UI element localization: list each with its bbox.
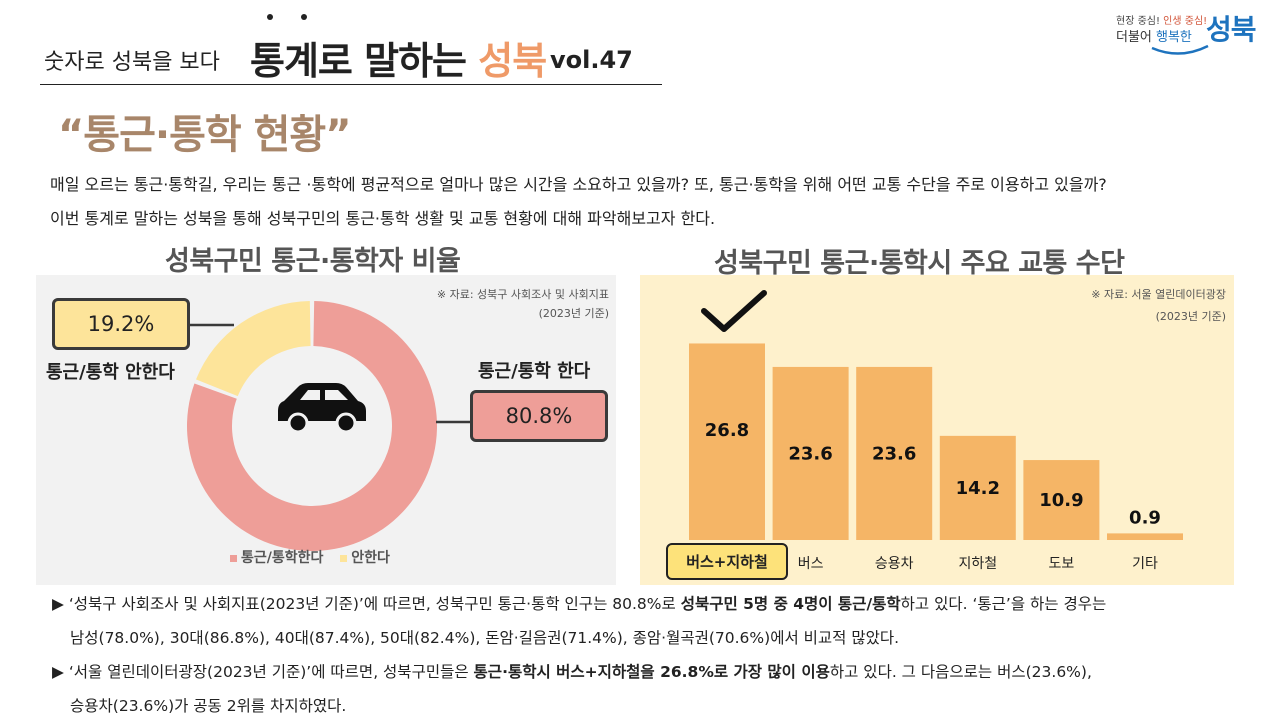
logo-slogan-1: 현장 중심! [1116,16,1160,27]
donut-slice-1 [196,301,311,397]
bottom-line-3b: 통근·통학시 버스+지하철을 26.8%로 가장 많이 이용 [473,663,830,681]
right-section-title: 성북구민 통근·통학시 주요 교통 수단 [714,248,1125,279]
header-title-accent: 성북 [478,39,547,83]
value-box-yes: 80.8% [470,390,608,442]
bar-category-5: 기타 [1132,556,1158,572]
legend-item-no: 안한다 [340,550,390,566]
bottom-line-3c: 하고 있다. 그 다음으로는 버스(23.6%), [829,663,1092,681]
bar-value-3: 14.2 [956,478,1000,499]
donut-chart [186,301,472,551]
right-source-line-1: ※ 자료: 서울 열린데이터광장 [1091,288,1226,301]
bar-value-4: 10.9 [1039,490,1083,511]
header-volume: vol.47 [550,46,633,74]
logo-slogan: 현장 중심! 인생 중심! [1116,12,1207,27]
page-title: “통근·통학 현황” [58,112,351,158]
header-title-main: 통계로 말하는 [250,39,479,83]
intro-line-1: 매일 오르는 통근·통학길, 우리는 통근 ·통학에 평균적으로 얼마나 많은 … [50,175,1107,194]
logo-name: 성북 [1206,13,1257,46]
donut-slice-0 [186,301,437,551]
label-yes: 통근/통학 한다 [478,361,591,382]
bar-value-1: 23.6 [788,443,832,464]
bar-2 [856,366,933,540]
logo-swoosh-icon [1151,44,1209,55]
left-section-title: 성북구민 통근·통학자 비율 [165,246,461,277]
logo-text-2: 행복한 [1156,30,1192,45]
logo-slogan-2: 인생 중심! [1160,16,1208,27]
bar-value-0: 26.8 [705,420,749,441]
bar-1 [772,366,849,540]
emphasis-dots [265,14,325,24]
car-icon [278,383,366,434]
left-source-line-1: ※ 자료: 성북구 사회조사 및 사회지표 [436,288,609,301]
bottom-line-2: 남성(78.0%), 30대(86.8%), 40대(87.4%), 50대(8… [70,629,900,647]
header-divider [40,84,662,85]
bar-category-4: 도보 [1049,556,1075,572]
bar-3 [939,435,1016,540]
header-title: 통계로 말하는 성북 [250,30,547,85]
bottom-line-1b: 성북구민 5명 중 4명이 통근/통학 [680,595,901,613]
logo-text: 더불어 행복한 [1116,26,1192,45]
bar-0 [689,343,765,540]
logo-text-1: 더불어 [1116,30,1157,45]
legend-label-no: 안한다 [351,550,390,566]
legend-item-yes: 통근/통학한다 [230,550,323,566]
intro-line-2: 이번 통계로 말하는 성북을 통해 성북구민의 통근·통학 생활 및 교통 현황… [50,209,716,228]
donut-legend: 통근/통학한다 안한다 [230,547,390,567]
bottom-line-4: 승용차(23.6%)가 공동 2위를 차지하였다. [70,697,347,715]
bar-value-2: 23.6 [872,443,916,464]
bar-4 [1023,460,1100,540]
bar-5 [1107,533,1183,540]
bottom-line-1: ▶ ‘성북구 사회조사 및 사회지표(2023년 기준)’에 따르면, 성북구민… [52,595,1107,613]
bottom-line-3a: ‘서울 열린데이터광장(2023년 기준)’에 따르면, 성북구민들은 [68,663,474,681]
value-box-no: 19.2% [52,298,190,350]
check-icon [701,290,767,332]
bottom-line-1a: ‘성북구 사회조사 및 사회지표(2023년 기준)’에 따르면, 성북구민 통… [68,595,681,613]
header-subtitle: 숫자로 성북을 보다 [44,50,220,75]
bar-chart: 26.8 23.6 버스 23.6 승용차 14.2 지하철 10.9 도보 0.9 기타 [689,290,1183,572]
bottom-line-1c: 하고 있다. ‘통근’을 하는 경우는 [900,595,1107,613]
right-source-line-2: (2023년 기준) [1155,310,1226,323]
legend-label-yes: 통근/통학한다 [241,550,324,566]
label-no: 통근/통학 안한다 [46,362,175,383]
bar-category-2: 승용차 [875,556,914,572]
bar-category-1: 버스 [798,556,824,572]
highlight-category-box: 버스+지하철 [666,543,788,580]
bar-value-5: 0.9 [1129,507,1161,528]
bar-category-3: 지하철 [958,556,997,572]
left-source-line-2: (2023년 기준) [538,307,609,320]
bottom-line-3: ▶ ‘서울 열린데이터광장(2023년 기준)’에 따르면, 성북구민들은 통근… [52,663,1092,681]
